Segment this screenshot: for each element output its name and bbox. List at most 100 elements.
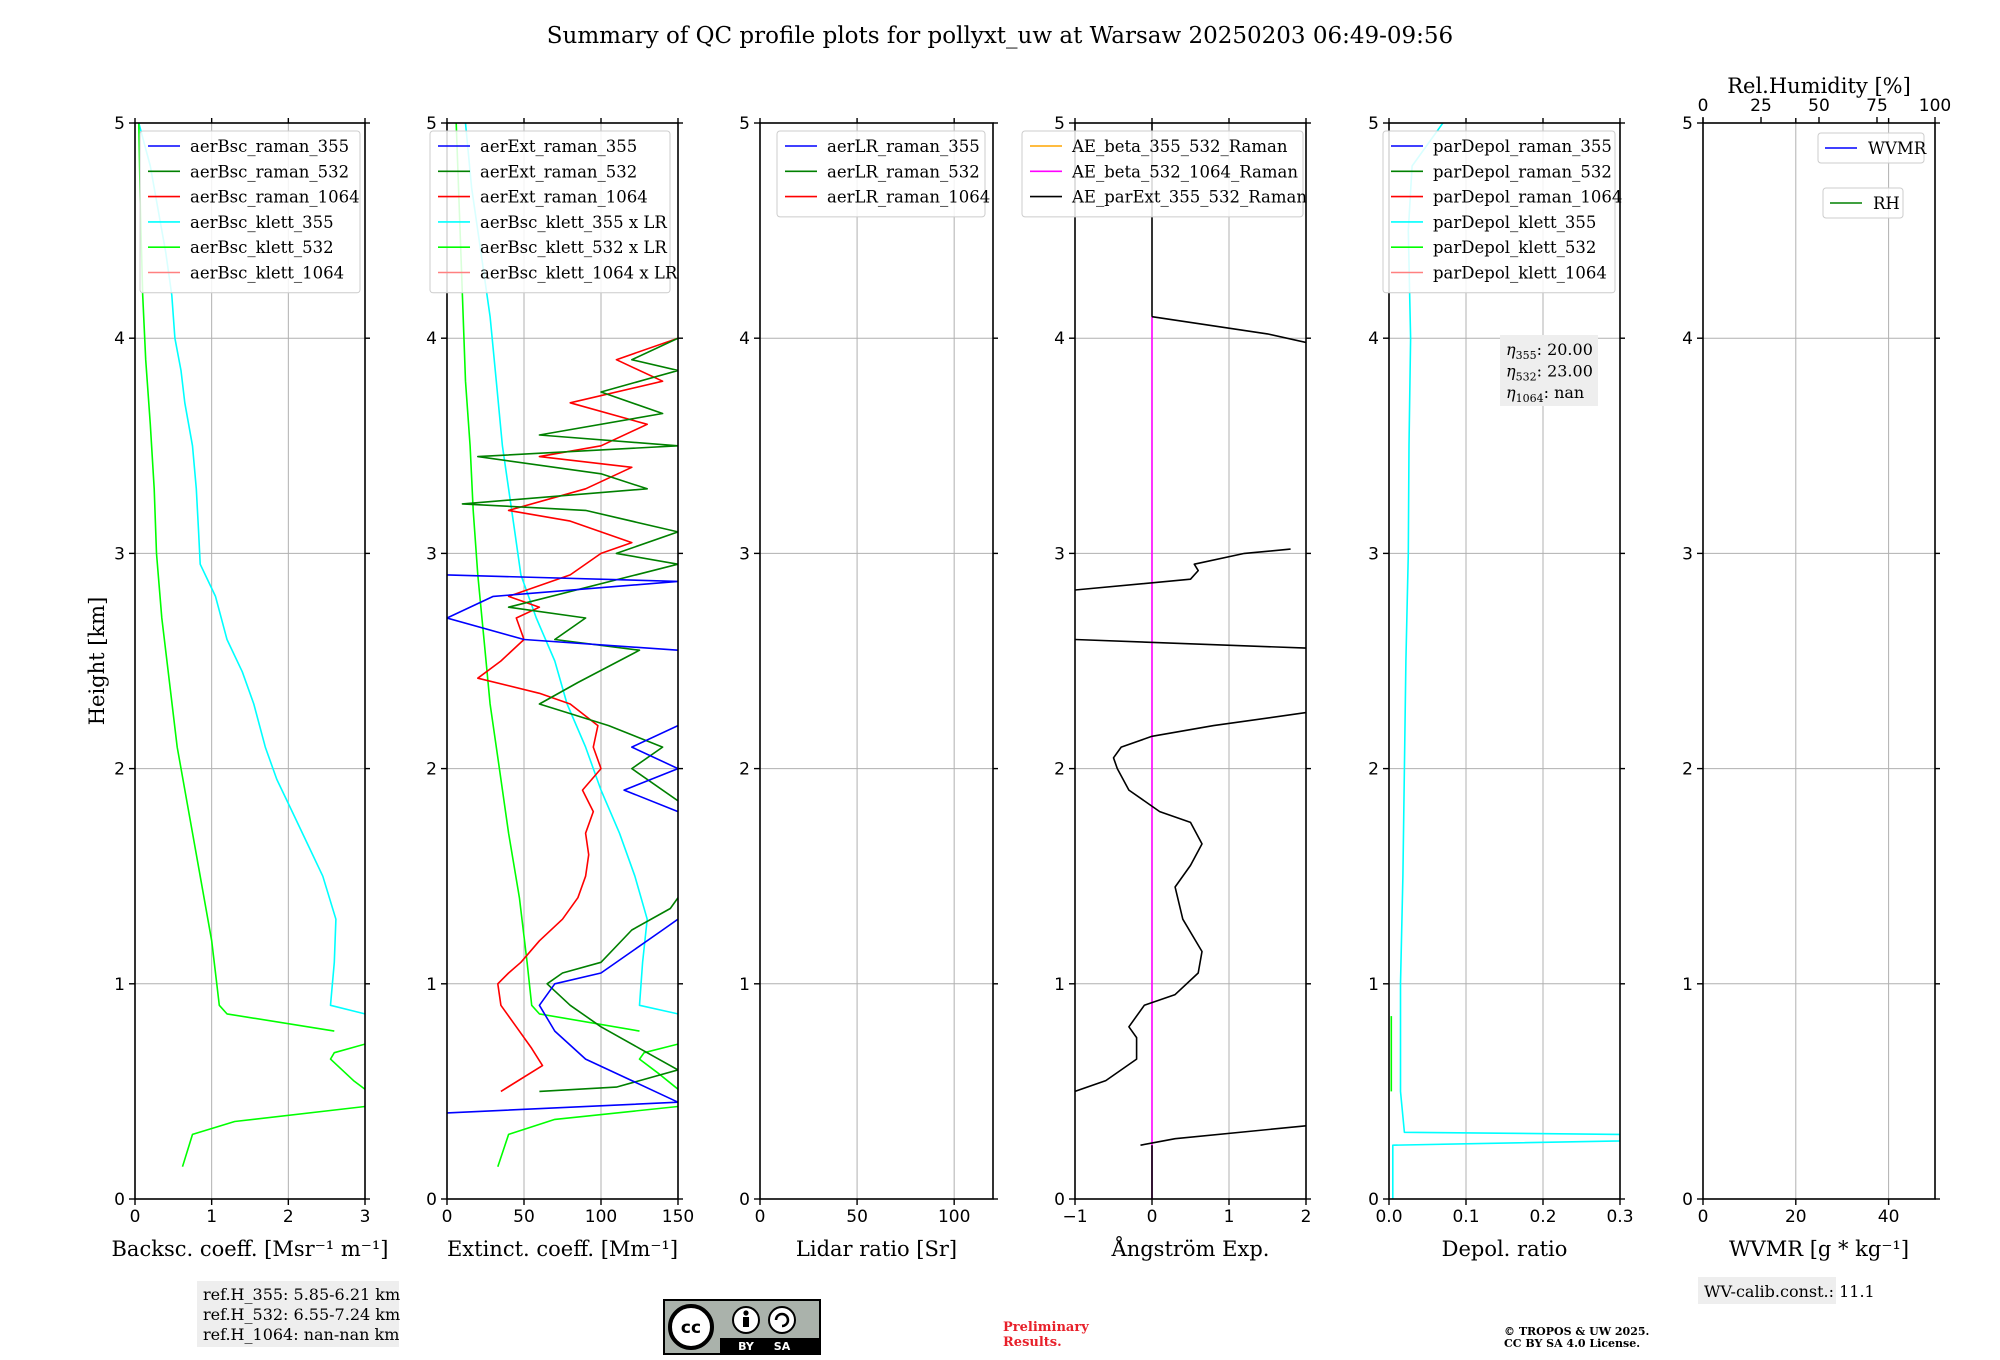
wvmr-rh-xtick-label-0: 0 bbox=[1698, 1207, 1709, 1227]
lidar-ratio-ytick-label-4: 4 bbox=[739, 329, 750, 349]
wvmr-rh-axes-frame bbox=[1702, 122, 1936, 1200]
depol-ytick-label-3: 3 bbox=[1368, 544, 1379, 564]
wvmr-rh-xlabel: WVMR [g * kg⁻¹] bbox=[1729, 1237, 1909, 1261]
backscatter-ytick-label-2: 2 bbox=[114, 760, 125, 780]
wvmr-rh-xtick-label-2: 40 bbox=[1878, 1207, 1900, 1227]
lidar-ratio-xtick-label-2: 100 bbox=[938, 1207, 970, 1227]
panel-depol: 0.0 0.1 0.2 0.3 0 1 2 3 4 5 Depol. ratio parDepol_r… bbox=[1368, 114, 1633, 1261]
legend-box-rh bbox=[1822, 187, 1904, 219]
lidar-ratio-ytick-label-2: 2 bbox=[739, 760, 750, 780]
extinction-legend-label-1: aerExt_raman_532 bbox=[480, 162, 637, 181]
depol-axes-frame bbox=[1388, 122, 1621, 1200]
depol-xlabel: Depol. ratio bbox=[1442, 1237, 1568, 1261]
angstrom-ytick-label-3: 3 bbox=[1054, 544, 1065, 564]
cc-icon bbox=[668, 1304, 714, 1350]
lidar-ratio-legend-label-0: aerLR_raman_355 bbox=[827, 137, 980, 156]
angstrom-series-AE_parExt_355_532_Raman-2 bbox=[1140, 1125, 1306, 1146]
backscatter-xtick-label-3: 3 bbox=[360, 1207, 371, 1227]
angstrom-series-AE_parExt_355_532_Raman-6 bbox=[1151, 315, 1306, 344]
extinction-ytick-label-1: 1 bbox=[426, 975, 437, 995]
by-label: BY bbox=[738, 1340, 755, 1353]
extinction-xtick-label-1: 50 bbox=[513, 1207, 535, 1227]
angstrom-legend-label-1: AE_beta_532_1064_Raman bbox=[1071, 162, 1298, 181]
backscatter-xtick-label-2: 2 bbox=[283, 1207, 294, 1227]
rh-top-tick-label-0: 0 bbox=[1698, 96, 1709, 116]
panel-extinction: 0 50 100 150 0 1 2 3 4 5 Extinct. coeff. [Mm⁻¹] aer… bbox=[426, 114, 694, 1261]
wvmr-rh-ytick-label-0: 0 bbox=[1682, 1190, 1693, 1210]
backscatter-legend: aerBsc_raman_355 aerBsc_raman_532 aerBsc_r… bbox=[139, 130, 361, 294]
backscatter-axes-frame bbox=[134, 122, 366, 1200]
rh-top-tick-label-4: 100 bbox=[1919, 96, 1951, 116]
extinction-legend: aerExt_raman_355 aerExt_raman_532 aerExt_r… bbox=[429, 130, 678, 294]
lidar-ratio-xlabel: Lidar ratio [Sr] bbox=[796, 1237, 957, 1261]
panel-lidar-ratio: 0 50 100 0 1 2 3 4 5 Lidar ratio [Sr] aerLR_raman_… bbox=[739, 114, 998, 1261]
rh-top-tick-label-2: 50 bbox=[1808, 96, 1830, 116]
angstrom-legend-label-0: AE_beta_355_532_Raman bbox=[1071, 137, 1288, 156]
extinction-series-aerBsc_klett_355 x LR-0 bbox=[464, 123, 678, 1015]
panel-backscatter: 0 1 2 3 0 1 2 3 4 5 Backsc. coeff. [Msr⁻¹ m⁻¹] Heig… bbox=[85, 114, 388, 1261]
angstrom-legend-box bbox=[1021, 130, 1304, 218]
sa-icon bbox=[768, 1306, 796, 1334]
lidar-ratio-ytick-label-0: 0 bbox=[739, 1190, 750, 1210]
lidar-ratio-ytick-label-1: 1 bbox=[739, 975, 750, 995]
depol-ytick-label-4: 4 bbox=[1368, 329, 1379, 349]
extinction-xtick-label-2: 100 bbox=[585, 1207, 617, 1227]
extinction-ytick-label-5: 5 bbox=[426, 114, 437, 134]
angstrom-xtick-label-0: −1 bbox=[1062, 1207, 1087, 1227]
wv-calib-box: WV-calib.const.: 11.1 bbox=[1698, 1277, 1875, 1304]
backscatter-legend-label-5: aerBsc_klett_1064 bbox=[190, 264, 344, 283]
legend-label-wvmr: WVMR bbox=[1868, 139, 1927, 158]
depol-xtick-label-2: 0.2 bbox=[1529, 1207, 1556, 1227]
lidar-ratio-legend-label-2: aerLR_raman_1064 bbox=[827, 188, 990, 207]
legend-rh: RH bbox=[1822, 187, 1904, 219]
eta-row-355: η355: 20.00 bbox=[1506, 340, 1593, 362]
ref-height-box-bg bbox=[197, 1281, 399, 1347]
depol-ytick-label-5: 5 bbox=[1368, 114, 1379, 134]
angstrom-ytick-label-5: 5 bbox=[1054, 114, 1065, 134]
depol-legend-label-5: parDepol_klett_1064 bbox=[1433, 264, 1607, 283]
angstrom-ytick-label-0: 0 bbox=[1054, 1190, 1065, 1210]
lidar-ratio-xtick-label-1: 50 bbox=[846, 1207, 868, 1227]
backscatter-ytick-label-0: 0 bbox=[114, 1190, 125, 1210]
wv-calib-const: WV-calib.const.: 11.1 bbox=[1704, 1282, 1875, 1301]
rh-top-axis-label: Rel.Humidity [%] bbox=[1727, 74, 1911, 98]
eta-row-1064: η1064: nan bbox=[1506, 383, 1584, 405]
extinction-axes-frame bbox=[446, 122, 679, 1200]
ylabel-height: Height [km] bbox=[85, 597, 109, 726]
angstrom-axes-frame bbox=[1074, 122, 1307, 1200]
cc-text: cc bbox=[681, 1318, 701, 1338]
legend-wvmr: WVMR bbox=[1817, 132, 1927, 164]
angstrom-xtick-label-1: 0 bbox=[1147, 1207, 1158, 1227]
angstrom-legend-label-2: AE_parExt_355_532_Raman bbox=[1071, 188, 1307, 207]
backscatter-legend-label-1: aerBsc_raman_532 bbox=[190, 162, 349, 181]
wvmr-rh-ytick-label-5: 5 bbox=[1682, 114, 1693, 134]
depol-legend-label-1: parDepol_raman_532 bbox=[1433, 162, 1612, 181]
extinction-legend-label-4: aerBsc_klett_532 x LR bbox=[480, 238, 667, 257]
legend-label-rh: RH bbox=[1873, 194, 1900, 213]
wvmr-rh-ytick-label-3: 3 bbox=[1682, 544, 1693, 564]
backscatter-ytick-label-1: 1 bbox=[114, 975, 125, 995]
depol-ytick-label-2: 2 bbox=[1368, 760, 1379, 780]
depol-legend-label-4: parDepol_klett_532 bbox=[1433, 238, 1596, 257]
backscatter-series-aerBsc_klett_532-3 bbox=[138, 123, 335, 1032]
wv-calib-box-bg bbox=[1698, 1277, 1836, 1304]
depol-xtick-label-3: 0.3 bbox=[1606, 1207, 1633, 1227]
backscatter-legend-box bbox=[139, 130, 361, 294]
backscatter-series-group bbox=[138, 123, 365, 1167]
depol-legend-label-2: parDepol_raman_1064 bbox=[1433, 188, 1622, 207]
extinction-ytick-label-0: 0 bbox=[426, 1190, 437, 1210]
angstrom-ytick-label-4: 4 bbox=[1054, 329, 1065, 349]
extinction-ytick-label-4: 4 bbox=[426, 329, 437, 349]
lidar-ratio-axes-frame bbox=[759, 122, 994, 1200]
copyright-line1: © TROPOS & UW 2025. bbox=[1504, 1325, 1649, 1338]
extinction-legend-label-5: aerBsc_klett_1064 x LR bbox=[480, 264, 678, 283]
wvmr-rh-ytick-label-2: 2 bbox=[1682, 760, 1693, 780]
lidar-ratio-ytick-label-3: 3 bbox=[739, 544, 750, 564]
extinction-xtick-label-0: 0 bbox=[442, 1207, 453, 1227]
lidar-ratio-legend: aerLR_raman_355 aerLR_raman_532 aerLR_rama… bbox=[776, 130, 990, 218]
extinction-legend-box bbox=[429, 130, 671, 294]
cc-by-sa-badge: cc BY SA bbox=[663, 1299, 821, 1355]
wvmr-rh-ytick-label-1: 1 bbox=[1682, 975, 1693, 995]
extinction-series-aerExt_raman_355-7 bbox=[447, 918, 678, 1114]
